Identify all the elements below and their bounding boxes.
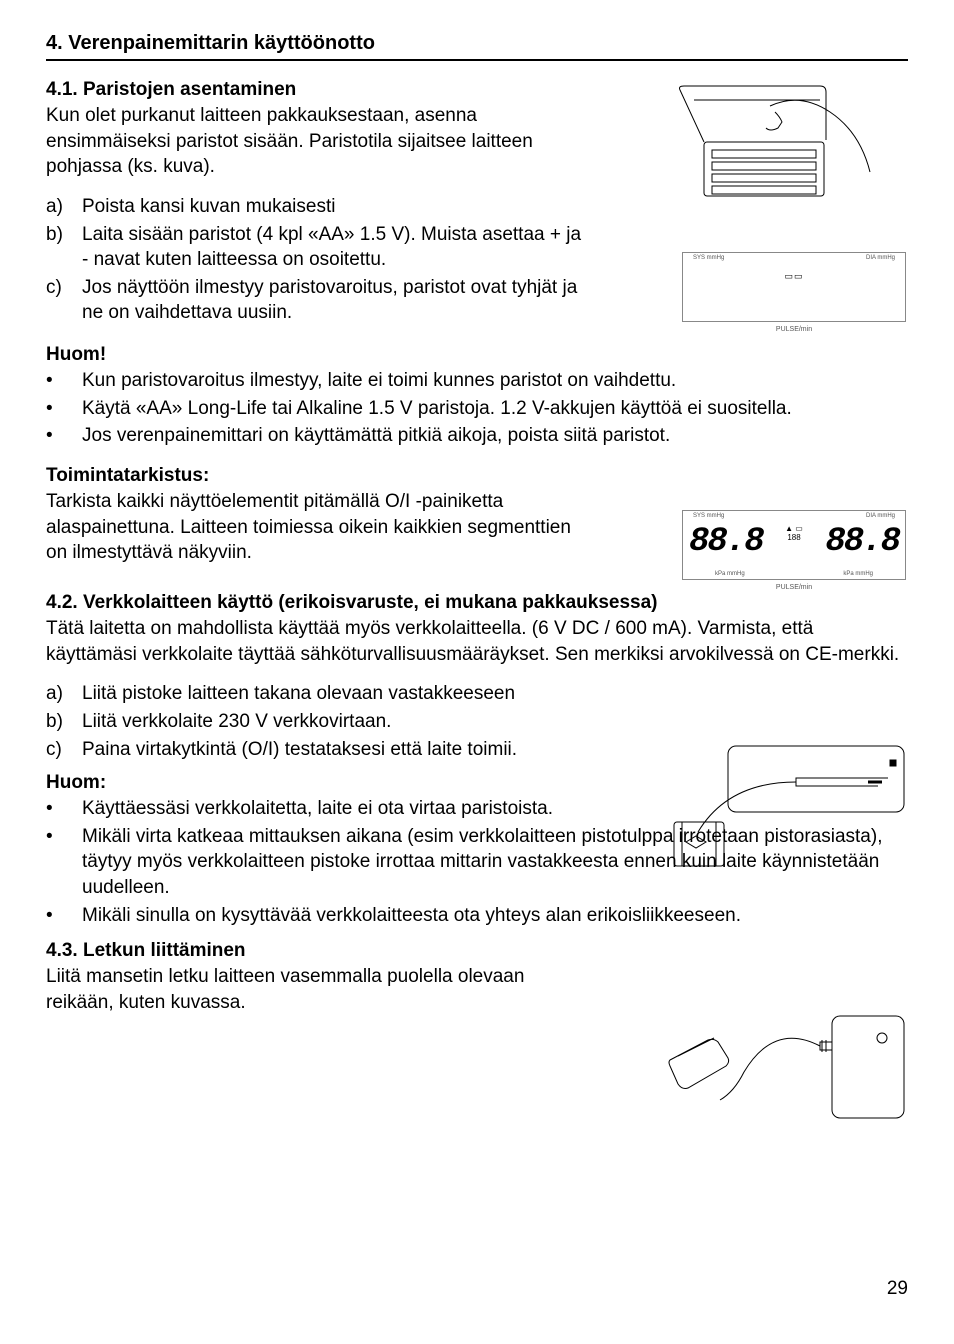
list-item: b) Liitä verkkolaite 230 V verkkovirtaan. [46,709,606,735]
lcd-dia-label: DIA mmHg [866,255,895,261]
list-item: c) Paina virtakytkintä (O/I) testataksesi… [46,737,606,763]
lcd-kpa-r: kPa mmHg [843,571,873,577]
lcd-sys-label: SYS mmHg [693,513,724,519]
lcd-dia-label: DIA mmHg [866,513,895,519]
lcd-kpa-l: kPa mmHg [715,571,745,577]
lcd-pulse-label: PULSE/min [776,326,812,333]
marker: b) [46,709,63,735]
list-item: Jos verenpainemittari on käyttämättä pit… [46,423,908,449]
figure-battery-install [670,82,908,210]
list-item: Kun paristovaroitus ilmestyy, laite ei t… [46,368,908,394]
list-item: Käytä «AA» Long-Life tai Alkaline 1.5 V … [46,396,908,422]
section-title: 4. Verenpainemittarin käyttöönotto [46,32,908,61]
text-toiminta: Tarkista kaikki näyttöelementit pitämäll… [46,489,586,566]
heading-toiminta: Toimintatarkistus: [46,465,908,487]
lcd-pulse-label: PULSE/min [776,584,812,591]
item-text: Jos näyttöön ilmestyy paristovaroitus, p… [82,277,577,324]
list-huom1: Kun paristovaroitus ilmestyy, laite ei t… [46,368,908,449]
intro-4-1: Kun olet purkanut laitteen pakkauksestaa… [46,103,586,180]
marker: c) [46,737,62,763]
marker: b) [46,222,63,248]
battery-icon: ▭▭ [784,271,803,282]
list-item: Mikäli sinulla on kysyttävää verkkolaitt… [46,903,908,929]
heading-4-3: 4.3. Letkun liittäminen [46,940,908,962]
page-number: 29 [887,1278,908,1300]
marker: c) [46,275,62,301]
list-item: a) Poista kansi kuvan mukaisesti [46,194,586,220]
marker: a) [46,194,63,220]
item-text: Laita sisään paristot (4 kpl «AA» 1.5 V)… [82,224,581,271]
item-text: Liitä pistoke laitteen takana olevaan va… [82,683,515,704]
list-4-1: a) Poista kansi kuvan mukaisesti b) Laita … [46,194,586,326]
item-text: Liitä verkkolaite 230 V verkkovirtaan. [82,711,391,732]
list-4-2: a) Liitä pistoke laitteen takana olevaan … [46,681,606,762]
lcd-mid: ▲ ▭188 [785,525,803,543]
figure-tube-connection [664,1012,908,1122]
figure-lcd-battery-warning: SYS mmHg DIA mmHg ▭▭ PULSE/min [682,252,908,340]
figure-lcd-all-segments: SYS mmHg DIA mmHg 88.8 ▲ ▭188 88.8 kPa m… [682,510,908,598]
figure-ac-adapter [668,742,908,870]
intro-4-2: Tätä laitetta on mahdollista käyttää myö… [46,616,908,667]
heading-huom1: Huom! [46,344,908,366]
lcd-sys-label: SYS mmHg [693,255,724,261]
list-item: c) Jos näyttöön ilmestyy paristovaroitus,… [46,275,586,326]
marker: a) [46,681,63,707]
lcd-seg-left: 88.8 [689,523,763,561]
item-text: Poista kansi kuvan mukaisesti [82,196,335,217]
lcd-seg-right: 88.8 [825,523,899,561]
text-4-3: Liitä mansetin letku laitteen vasemmalla… [46,964,586,1015]
item-text: Paina virtakytkintä (O/I) testataksesi e… [82,739,517,760]
list-item: b) Laita sisään paristot (4 kpl «AA» 1.5 … [46,222,586,273]
list-item: a) Liitä pistoke laitteen takana olevaan … [46,681,606,707]
